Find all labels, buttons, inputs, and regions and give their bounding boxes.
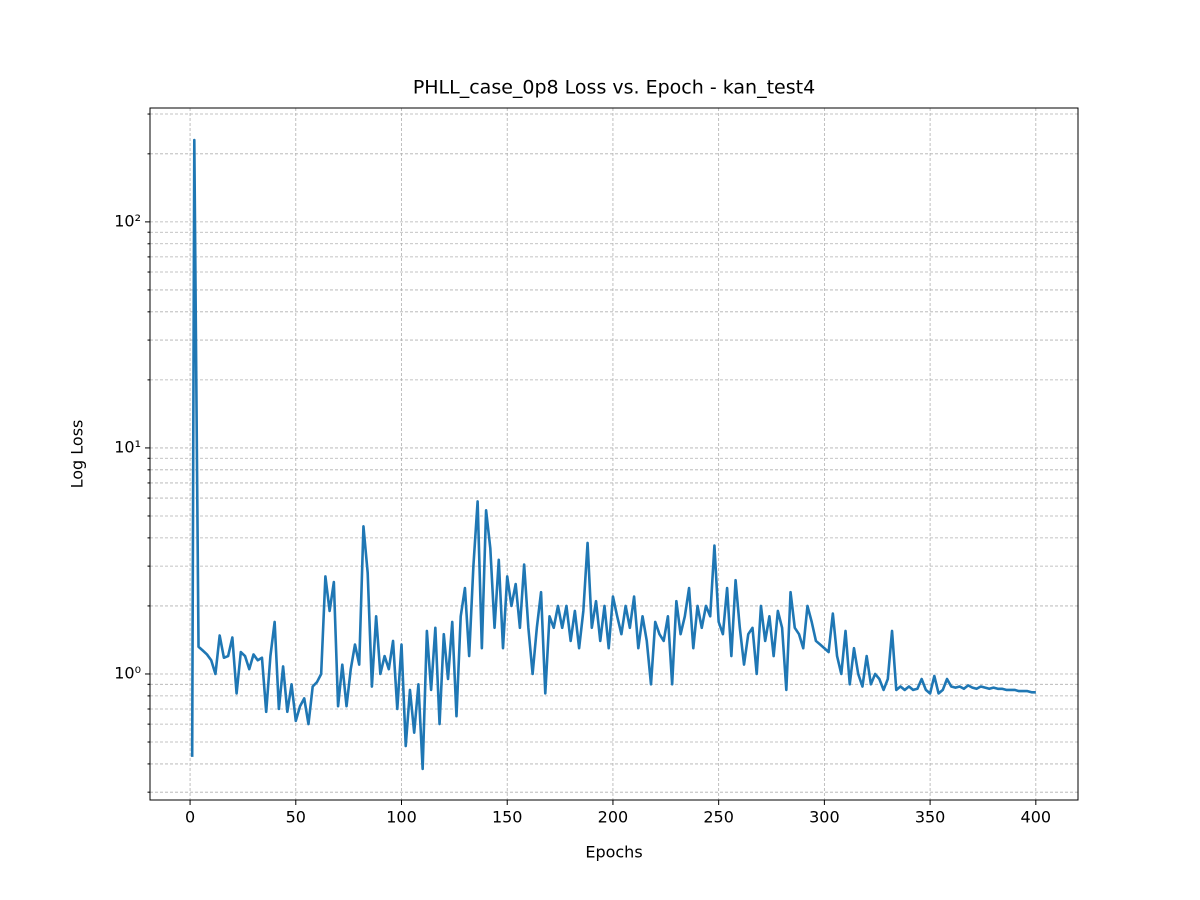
y-tick-label: 10² [114,211,141,230]
x-tick-label: 350 [915,808,946,827]
y-tick-label: 10¹ [114,437,141,456]
x-axis-label: Epochs [585,843,642,862]
x-tick-label: 250 [703,808,734,827]
x-tick-label: 200 [598,808,629,827]
x-tick-label: 300 [809,808,840,827]
x-tick-label: 0 [185,808,195,827]
x-tick-label: 400 [1021,808,1052,827]
y-axis-label: Log Loss [68,420,87,489]
axes-frame [149,107,1079,801]
x-tick-label: 50 [286,808,306,827]
x-tick-label: 150 [492,808,523,827]
data-line [190,138,1036,771]
y-tick-label: 10⁰ [114,663,141,682]
plot-area: 10⁰ 10¹ 10² 0 50 100 150 200 250 300 350 400 [114,108,1078,827]
chart-title: PHLL_case_0p8 Loss vs. Epoch - kan_test4 [413,77,815,99]
x-tick-label: 100 [386,808,417,827]
